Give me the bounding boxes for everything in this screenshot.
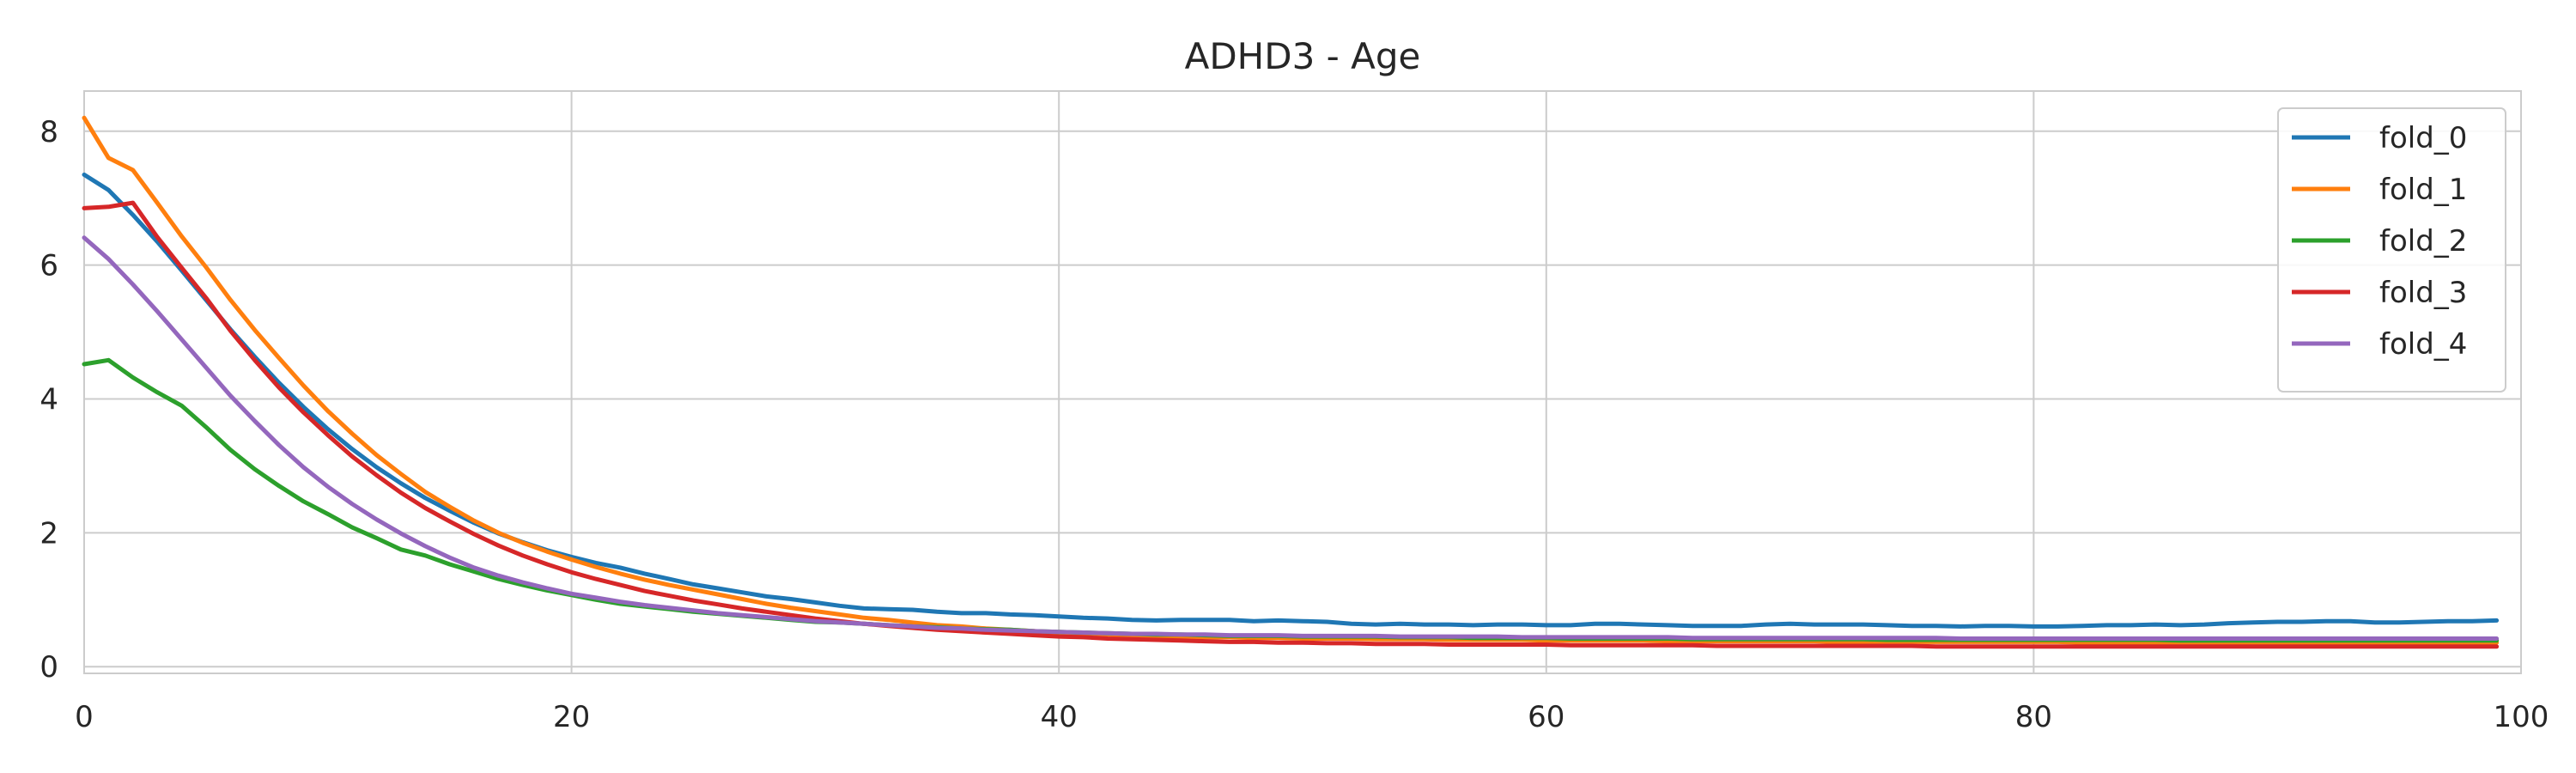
x-tick-label: 60 xyxy=(1528,700,1564,734)
plot-area-frame xyxy=(83,90,2522,674)
legend-label-fold-3: fold_3 xyxy=(2379,276,2467,310)
x-tick-label: 80 xyxy=(2015,700,2052,734)
y-tick-label: 6 xyxy=(39,249,58,283)
y-tick-label: 4 xyxy=(39,382,58,417)
y-tick-label: 2 xyxy=(39,516,58,551)
legend-label-fold-2: fold_2 xyxy=(2379,224,2467,259)
chart-title: ADHD3 - Age xyxy=(1185,35,1421,77)
x-tick-label: 20 xyxy=(553,700,590,734)
legend: fold_0 fold_1 fold_2 fold_3 fold_4 xyxy=(2277,107,2506,393)
x-tick-label: 100 xyxy=(2494,700,2549,734)
series-line-fold-3 xyxy=(82,200,2500,649)
x-tick-label: 0 xyxy=(75,700,94,734)
axis-ticks-layer: 0 20 40 60 80 100 0 2 4 6 8 xyxy=(39,115,2549,734)
y-tick-label: 0 xyxy=(39,650,58,685)
x-tick-label: 40 xyxy=(1041,700,1078,734)
legend-label-fold-1: fold_1 xyxy=(2379,173,2467,207)
series-layer xyxy=(82,115,2500,649)
legend-box xyxy=(2277,107,2506,393)
legend-label-fold-0: fold_0 xyxy=(2379,121,2467,155)
series-line-fold-4 xyxy=(82,235,2500,641)
y-tick-label: 8 xyxy=(39,115,58,149)
legend-label-fold-4: fold_4 xyxy=(2379,327,2467,362)
